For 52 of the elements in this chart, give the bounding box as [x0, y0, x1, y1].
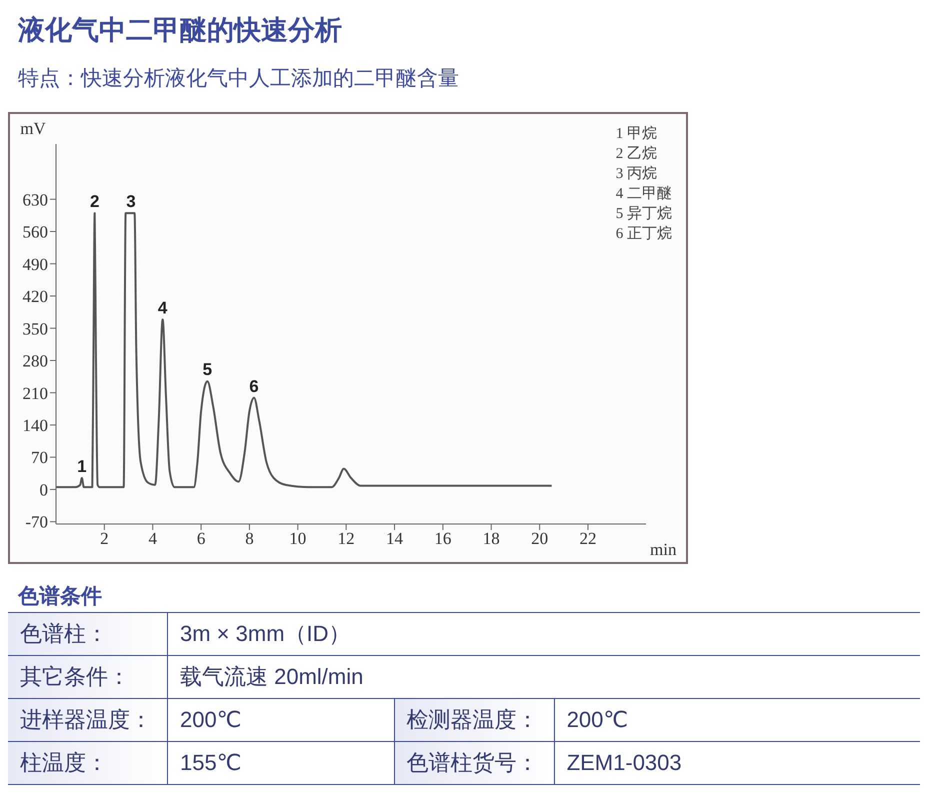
y-axis-title: mV	[20, 119, 46, 138]
y-tick-label: 560	[22, 222, 48, 242]
y-tick-label: 280	[22, 352, 48, 371]
x-tick-label: 10	[289, 529, 306, 548]
text: 1 甲烷	[616, 124, 658, 144]
text: ZEM1-0303	[554, 742, 920, 784]
text: 155℃	[168, 742, 394, 784]
y-tick-label: 210	[22, 384, 48, 403]
annotation: 4 二甲醚	[616, 184, 672, 204]
y-tick-label: 350	[22, 319, 48, 338]
y-tick-label: 630	[22, 190, 48, 210]
text: 色谱条件	[18, 584, 102, 610]
text: 载气流速 20ml/min	[168, 656, 920, 698]
annotation: 2 乙烷	[616, 144, 658, 164]
annotation: 2	[90, 192, 100, 212]
annotation: 4	[158, 298, 168, 318]
text: 色谱柱货号：	[394, 742, 554, 784]
text: 3m × 3mm（ID）	[168, 612, 920, 656]
x-tick-label: 4	[148, 529, 158, 548]
annotation: 5	[202, 360, 212, 380]
text: 柱温度：	[8, 742, 168, 784]
text: 检测器温度：	[394, 698, 554, 742]
chart-title: 液化气中二甲醚的快速分析	[18, 14, 342, 47]
chart-subtitle: 特点：快速分析液化气中人工添加的二甲醚含量	[18, 66, 459, 92]
text: 200℃	[168, 698, 394, 742]
y-tick-label: 140	[22, 416, 48, 436]
y-tick-label: -70	[25, 512, 48, 532]
text: 200℃	[554, 698, 920, 742]
text: 其它条件：	[8, 656, 168, 698]
annotation: 6	[249, 376, 259, 396]
x-tick-label: 6	[196, 529, 206, 548]
annotation: 1	[77, 456, 87, 476]
x-tick-label: 18	[482, 529, 500, 548]
y-tick-label: 0	[40, 480, 48, 500]
y-tick-label: 490	[22, 254, 48, 274]
annotation: 6 正丁烷	[616, 224, 672, 244]
x-tick-label: 14	[386, 529, 404, 548]
x-tick-label: 22	[579, 529, 596, 548]
annotation: 3	[126, 192, 136, 212]
x-tick-label: 8	[245, 529, 254, 548]
x-tick-label: 16	[434, 529, 452, 548]
x-tick-label: 20	[531, 529, 548, 548]
text: 色谱柱：	[8, 612, 168, 656]
text: 进样器温度：	[8, 698, 168, 742]
x-axis-title: min	[650, 540, 677, 560]
x-tick-label: 2	[100, 529, 109, 548]
y-tick-label: 70	[31, 448, 48, 468]
annotation: 3 丙烷	[616, 164, 658, 184]
x-tick-label: 12	[338, 529, 355, 548]
line-series	[56, 212, 553, 488]
annotation: 5 异丁烷	[616, 204, 672, 224]
y-tick-label: 420	[22, 287, 48, 306]
